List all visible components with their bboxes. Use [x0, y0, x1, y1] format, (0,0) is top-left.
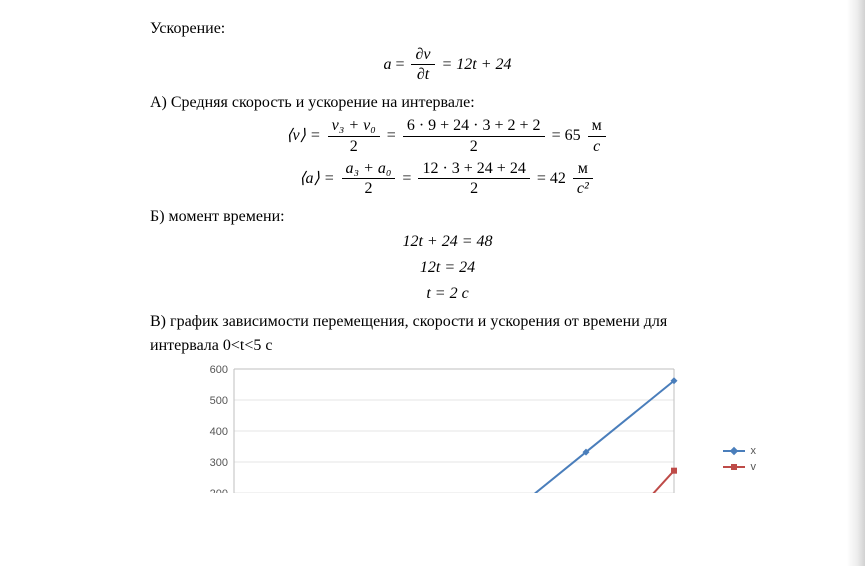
lhs: ⟨a⟩ = [299, 169, 338, 186]
heading-section-c-line1: В) график зависимости перемещения, скоро… [150, 311, 745, 333]
equation-avg-velocity: ⟨v⟩ = v₃ + v₀ 2 = 6 · 9 + 24 · 3 + 2 + 2… [150, 117, 745, 155]
frac-num: 12 · 3 + 24 + 24 [418, 160, 529, 180]
legend-item-x: x [723, 445, 757, 457]
eq-text: t = 2 с [426, 285, 468, 302]
svg-text:500: 500 [210, 395, 228, 407]
frac-num: ∂v [411, 46, 434, 66]
fraction-dv-dt: ∂v ∂t [411, 46, 434, 84]
var-a: a [383, 55, 391, 72]
eq-sign: = [402, 169, 415, 186]
chart-container: 200 300 400 500 600 x v [196, 363, 754, 493]
fraction-numeric: 6 · 9 + 24 · 3 + 2 + 2 2 [403, 117, 545, 155]
eq-sign: = [387, 127, 400, 144]
legend-line-icon [723, 450, 745, 452]
equation-b-line2: 12t = 24 [150, 259, 745, 277]
eq-rhs: = 12t + 24 [442, 55, 512, 72]
unit-num: м [573, 160, 593, 180]
heading-section-c-line2: интервала 0<t<5 с [150, 335, 745, 357]
heading-section-a: А) Средняя скорость и ускорение на интер… [150, 92, 745, 114]
heading-section-b: Б) момент времени: [150, 206, 745, 228]
lhs: ⟨v⟩ = [286, 127, 324, 144]
unit-den: с² [573, 179, 593, 198]
legend-label: v [751, 461, 757, 473]
frac-den: ∂t [411, 65, 434, 84]
frac-num: 6 · 9 + 24 · 3 + 2 + 2 [403, 117, 545, 137]
fraction-unit: м с [588, 117, 606, 155]
legend-label: x [751, 445, 757, 457]
frac-num: a₃ + a₀ [342, 160, 396, 180]
svg-text:600: 600 [210, 364, 228, 376]
eq-text: 12t = 24 [420, 259, 475, 276]
equation-b-line1: 12t + 24 = 48 [150, 233, 745, 251]
eq-text: 12t + 24 = 48 [402, 233, 492, 250]
result: = 42 [537, 169, 566, 186]
svg-text:200: 200 [210, 488, 228, 493]
chart-legend: x v [723, 445, 757, 477]
eq-sign: = [395, 55, 408, 72]
legend-line-icon [723, 466, 745, 468]
page-content: Ускорение: a = ∂v ∂t = 12t + 24 А) Средн… [0, 0, 865, 493]
frac-den: 2 [328, 137, 380, 156]
page-edge-shadow [847, 0, 865, 566]
fraction-numeric: 12 · 3 + 24 + 24 2 [418, 160, 529, 198]
unit-den: с [588, 137, 606, 156]
frac-den: 2 [342, 179, 396, 198]
equation-b-line3: t = 2 с [150, 285, 745, 303]
eq-line: ⟨a⟩ = a₃ + a₀ 2 = 12 · 3 + 24 + 24 2 = 4… [299, 160, 596, 198]
equation-avg-acceleration: ⟨a⟩ = a₃ + a₀ 2 = 12 · 3 + 24 + 24 2 = 4… [150, 160, 745, 198]
document-page: Ускорение: a = ∂v ∂t = 12t + 24 А) Средн… [0, 0, 865, 566]
result: = 65 [552, 127, 581, 144]
svg-text:300: 300 [210, 457, 228, 469]
eq-line: a = ∂v ∂t = 12t + 24 [383, 46, 511, 84]
eq-line: ⟨v⟩ = v₃ + v₀ 2 = 6 · 9 + 24 · 3 + 2 + 2… [286, 117, 608, 155]
equation-acceleration: a = ∂v ∂t = 12t + 24 [150, 46, 745, 84]
legend-item-v: v [723, 461, 757, 473]
legend-marker-icon [729, 446, 737, 454]
fraction-v3-v0: v₃ + v₀ 2 [328, 117, 380, 155]
svg-text:400: 400 [210, 426, 228, 438]
heading-acceleration: Ускорение: [150, 18, 745, 40]
unit-num: м [588, 117, 606, 137]
frac-num: v₃ + v₀ [328, 117, 380, 137]
fraction-a3-a0: a₃ + a₀ 2 [342, 160, 396, 198]
frac-den: 2 [418, 179, 529, 198]
line-chart: 200 300 400 500 600 [196, 363, 686, 493]
fraction-unit: м с² [573, 160, 593, 198]
frac-den: 2 [403, 137, 545, 156]
legend-marker-icon [731, 464, 737, 470]
